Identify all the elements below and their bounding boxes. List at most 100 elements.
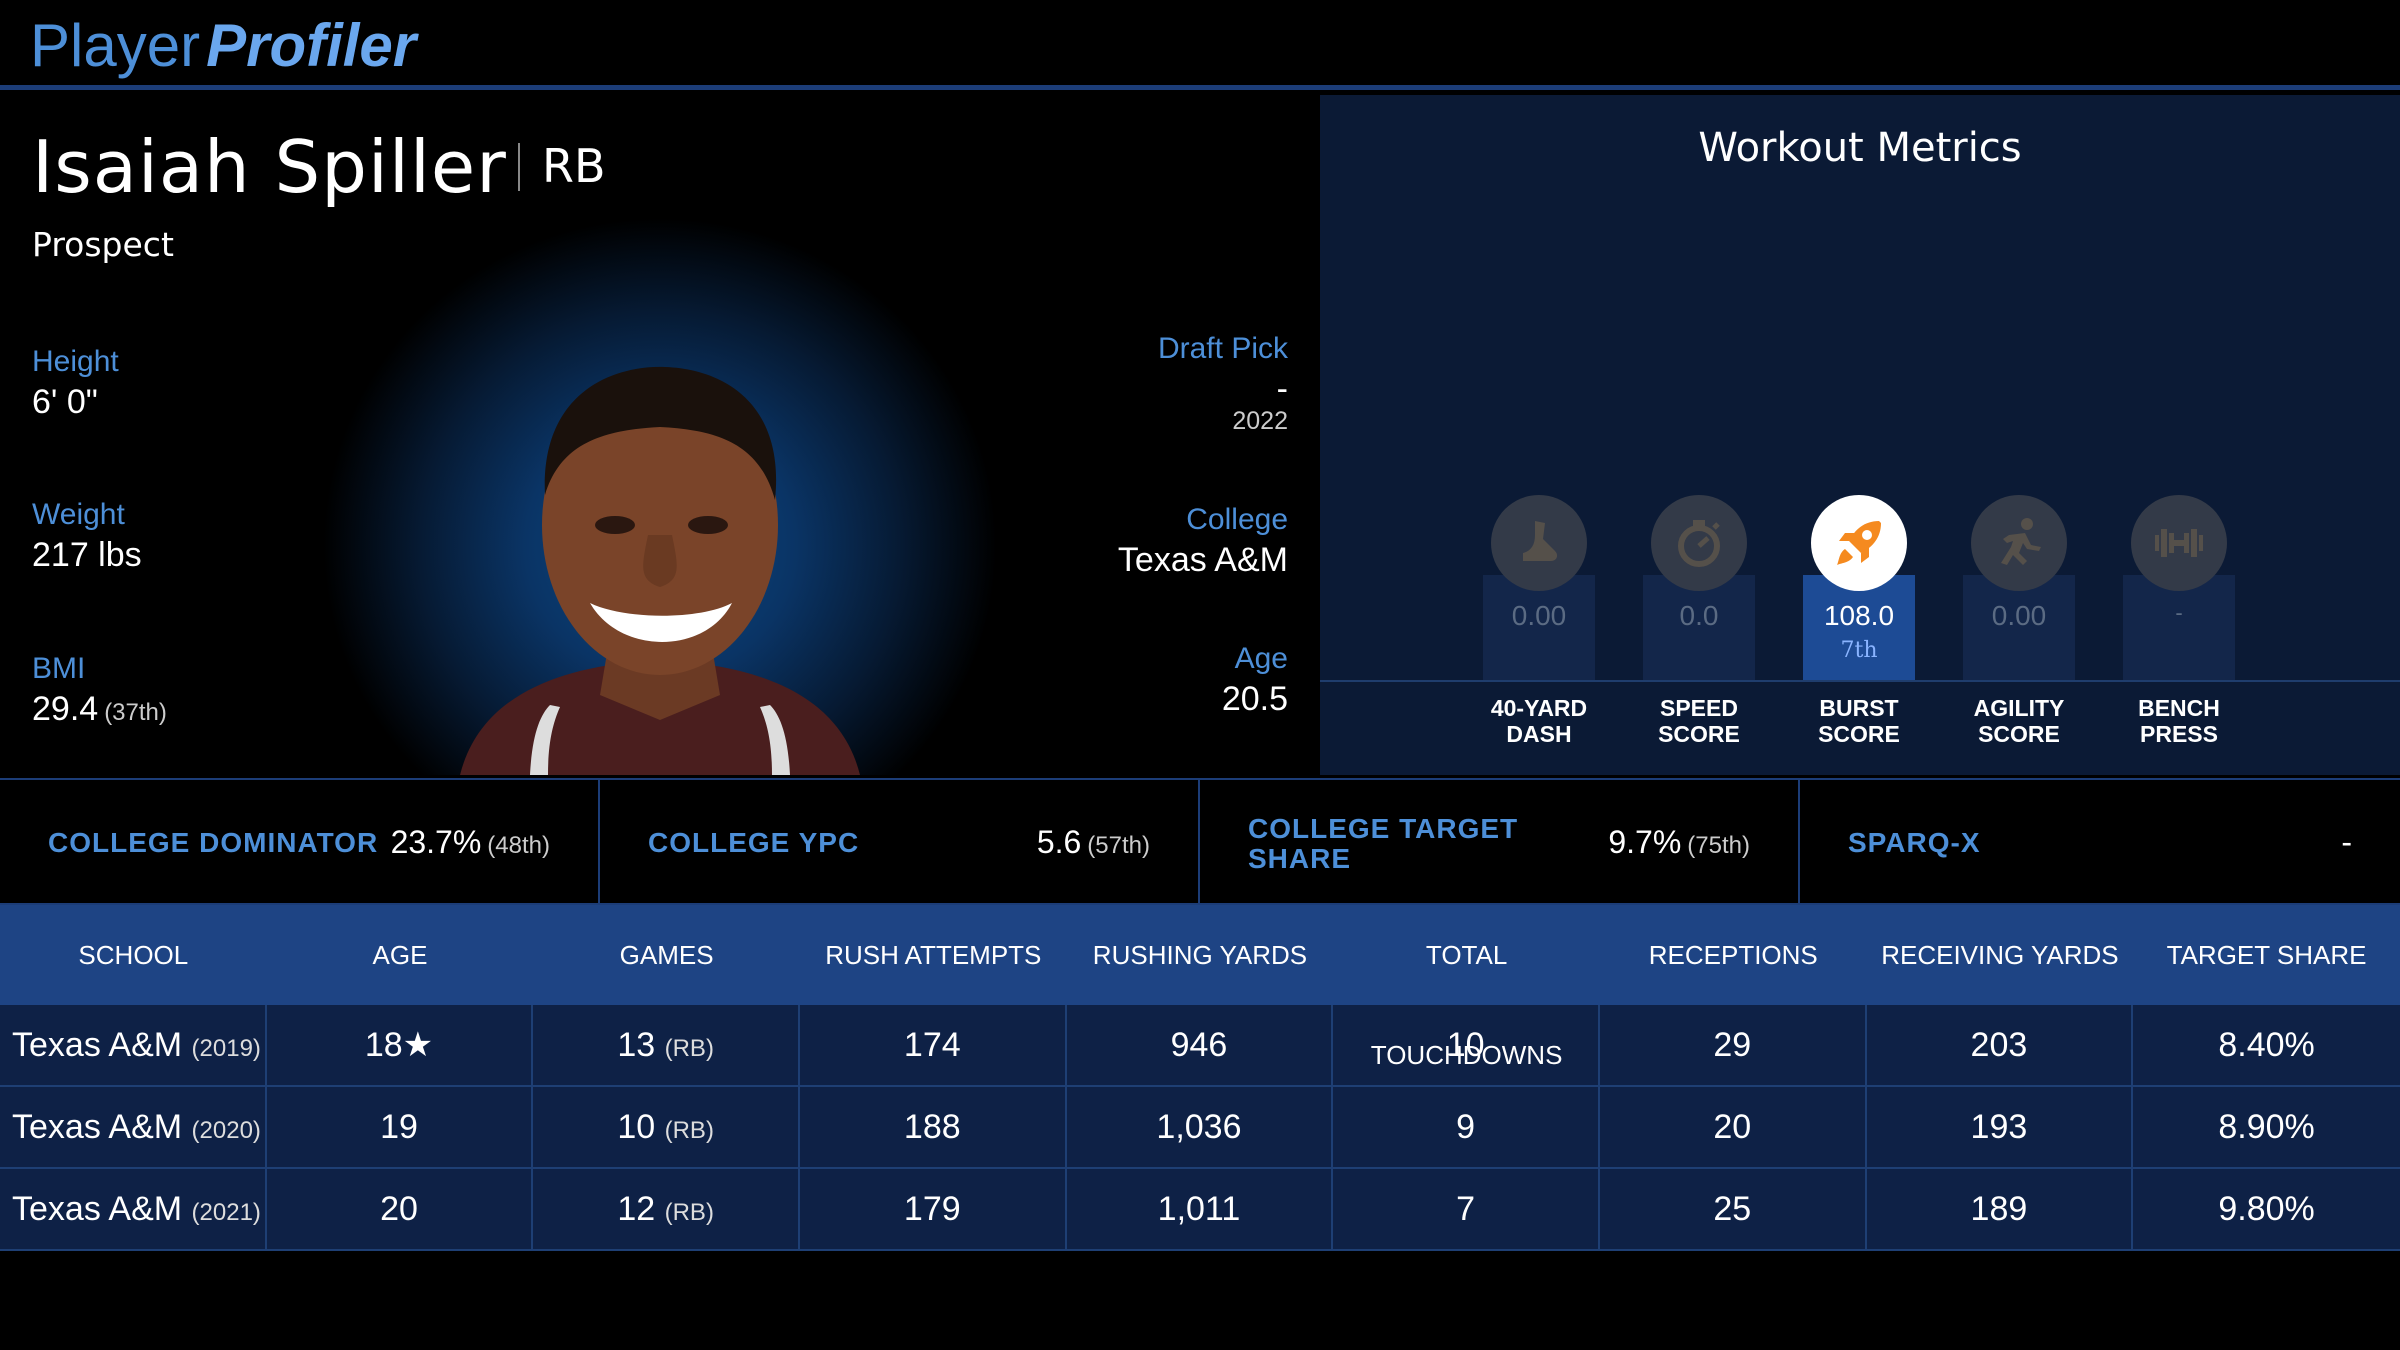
cell-total-touchdowns: 10 xyxy=(1333,1005,1600,1085)
bmi-label: BMI xyxy=(32,652,86,685)
cell-target-share: 8.40% xyxy=(2218,1026,2315,1064)
stopwatch-icon xyxy=(1651,495,1747,591)
cell-age: 20 xyxy=(267,1169,534,1249)
bmi-value: 29.4 xyxy=(32,690,99,728)
player-card: Isaiah Spiller RB Prospect Height 6' 0" … xyxy=(0,95,1320,775)
table-row: Texas A&M (2021) 20 12 (RB) 179 1,011 7 … xyxy=(0,1169,2400,1251)
player-name: Isaiah Spiller xyxy=(32,125,507,209)
table-row: Texas A&M (2020) 19 10 (RB) 188 1,036 9 … xyxy=(0,1087,2400,1169)
draft-year: 2022 xyxy=(1232,407,1288,435)
cell-receiving-yards: 203 xyxy=(1867,1005,2134,1085)
cell-school: Texas A&M (2020) xyxy=(0,1087,267,1167)
college-label: College xyxy=(1186,503,1288,536)
cell-rush-attempts: 179 xyxy=(800,1169,1067,1249)
bmi-rank: (37th) xyxy=(104,699,167,726)
age-label: Age xyxy=(1234,642,1288,675)
metric-bar xyxy=(1643,575,1755,680)
metric-rank: 7th xyxy=(1840,638,1878,663)
stat-sparq-x: SPARQ-X - xyxy=(1800,780,2400,905)
stat-college-target-share: COLLEGE TARGET SHARE 9.7% (75th) xyxy=(1200,780,1800,905)
column-header-rush-attempts[interactable]: RUSH ATTEMPTS xyxy=(825,940,1042,970)
metric-value: 0.00 xyxy=(1511,600,1567,631)
cell-rush-attempts: 174 xyxy=(800,1005,1067,1085)
metric-label: AGILITY SCORE xyxy=(1973,695,2065,747)
cell-school: Texas A&M (2021) xyxy=(0,1169,267,1249)
cell-target-share: 8.90% xyxy=(2218,1108,2315,1146)
stat-label: SPARQ-X xyxy=(1848,827,1981,858)
cell-rushing-yards: 946 xyxy=(1067,1005,1334,1085)
college-value: Texas A&M xyxy=(1117,541,1288,579)
metric-label: BENCH PRESS xyxy=(2138,695,2220,747)
top-bar: Player Profiler xyxy=(0,0,2400,90)
cell-age: 18★ xyxy=(267,1005,534,1085)
metric-label: SPEED SCORE xyxy=(1658,695,1740,747)
rocket-icon xyxy=(1811,495,1907,591)
cell-games: 12 (RB) xyxy=(533,1169,800,1249)
table-header: SCHOOL AGE GAMES RUSH ATTEMPTS RUSHING Y… xyxy=(0,905,2400,1070)
running-person-icon xyxy=(1971,495,2067,591)
cell-games: 10 (RB) xyxy=(533,1087,800,1167)
brand-logo[interactable]: Player Profiler xyxy=(30,10,416,80)
workout-metrics-panel: Workout Metrics 0.00 40-YARD DASH 0.0 SPE… xyxy=(1320,95,2400,775)
column-header-age[interactable]: AGE xyxy=(372,940,428,970)
name-divider xyxy=(518,143,520,191)
cell-receptions: 25 xyxy=(1600,1169,1867,1249)
cell-receiving-yards: 193 xyxy=(1867,1087,2134,1167)
draft-pick-label: Draft Pick xyxy=(1157,332,1288,365)
column-header-school[interactable]: SCHOOL xyxy=(78,940,189,970)
column-header-rushing-yards[interactable]: RUSHING YARDS xyxy=(1092,940,1308,970)
metric-value: - xyxy=(2175,600,2183,625)
stat-value: 23.7% (48th) xyxy=(390,824,550,860)
metric-bar xyxy=(1483,575,1595,680)
height-label: Height xyxy=(32,345,119,378)
metric-bar xyxy=(1803,575,1915,680)
college-stats-table: SCHOOL AGE GAMES RUSH ATTEMPTS RUSHING Y… xyxy=(0,905,2400,1251)
column-header-total-touchdowns[interactable]: TOTAL TOUCHDOWNS xyxy=(1370,940,1563,1070)
stat-label: COLLEGE YPC xyxy=(648,827,860,858)
cell-rushing-yards: 1,011 xyxy=(1067,1169,1334,1249)
stat-college-ypc: COLLEGE YPC 5.6 (57th) xyxy=(600,780,1200,905)
workout-title: Workout Metrics xyxy=(1698,125,2022,171)
cell-age: 19 xyxy=(267,1087,534,1167)
player-photo xyxy=(460,366,860,775)
cell-receptions: 29 xyxy=(1600,1005,1867,1085)
weight-value: 217 lbs xyxy=(32,536,142,574)
table-row: Texas A&M (2019) 18★ 13 (RB) 174 946 10 … xyxy=(0,1005,2400,1087)
stat-label: COLLEGE DOMINATOR xyxy=(48,827,379,858)
height-value: 6' 0" xyxy=(32,383,98,421)
player-position: RB xyxy=(542,139,606,193)
metric-value: 0.00 xyxy=(1991,600,2047,631)
weight-label: Weight xyxy=(32,498,125,531)
stat-label: COLLEGE TARGET SHARE xyxy=(1248,813,1519,874)
cell-receiving-yards: 189 xyxy=(1867,1169,2134,1249)
cell-school: Texas A&M (2019) xyxy=(0,1005,267,1085)
player-status: Prospect xyxy=(32,225,174,264)
stat-value: 5.6 (57th) xyxy=(1036,824,1150,860)
metric-value: 108.0 xyxy=(1823,600,1895,631)
cell-total-touchdowns: 7 xyxy=(1333,1169,1600,1249)
cell-receptions: 20 xyxy=(1600,1087,1867,1167)
age-value: 20.5 xyxy=(1221,680,1288,718)
metric-bar xyxy=(1963,575,2075,680)
metric-label: BURST SCORE xyxy=(1818,695,1900,747)
draft-pick-value: - xyxy=(1276,370,1288,408)
stat-value: - xyxy=(2341,824,2352,860)
college-stats-strip: COLLEGE DOMINATOR 23.7% (48th) COLLEGE YP… xyxy=(0,778,2400,905)
cell-target-share: 9.80% xyxy=(2218,1190,2315,1228)
metric-bar xyxy=(2123,575,2235,680)
workout-baseline xyxy=(1320,680,2400,682)
cell-games: 13 (RB) xyxy=(533,1005,800,1085)
column-header-games[interactable]: GAMES xyxy=(619,940,714,970)
column-header-receptions[interactable]: RECEPTIONS xyxy=(1648,940,1818,970)
dumbbell-icon xyxy=(2131,495,2227,591)
column-header-target-share[interactable]: TARGET SHARE xyxy=(2166,940,2367,970)
brand-logo-part2: Profiler xyxy=(206,11,417,79)
stat-value: 9.7% (75th) xyxy=(1608,824,1750,860)
metric-value: 0.0 xyxy=(1679,600,1719,631)
stat-college-dominator: COLLEGE DOMINATOR 23.7% (48th) xyxy=(0,780,600,905)
cell-rushing-yards: 1,036 xyxy=(1067,1087,1334,1167)
brand-logo-part1: Player xyxy=(30,11,201,79)
column-header-receiving-yards[interactable]: RECEIVING YARDS xyxy=(1881,940,2119,970)
bmi-block: 29.4 (37th) xyxy=(32,690,167,729)
metric-label: 40-YARD DASH xyxy=(1490,695,1588,747)
